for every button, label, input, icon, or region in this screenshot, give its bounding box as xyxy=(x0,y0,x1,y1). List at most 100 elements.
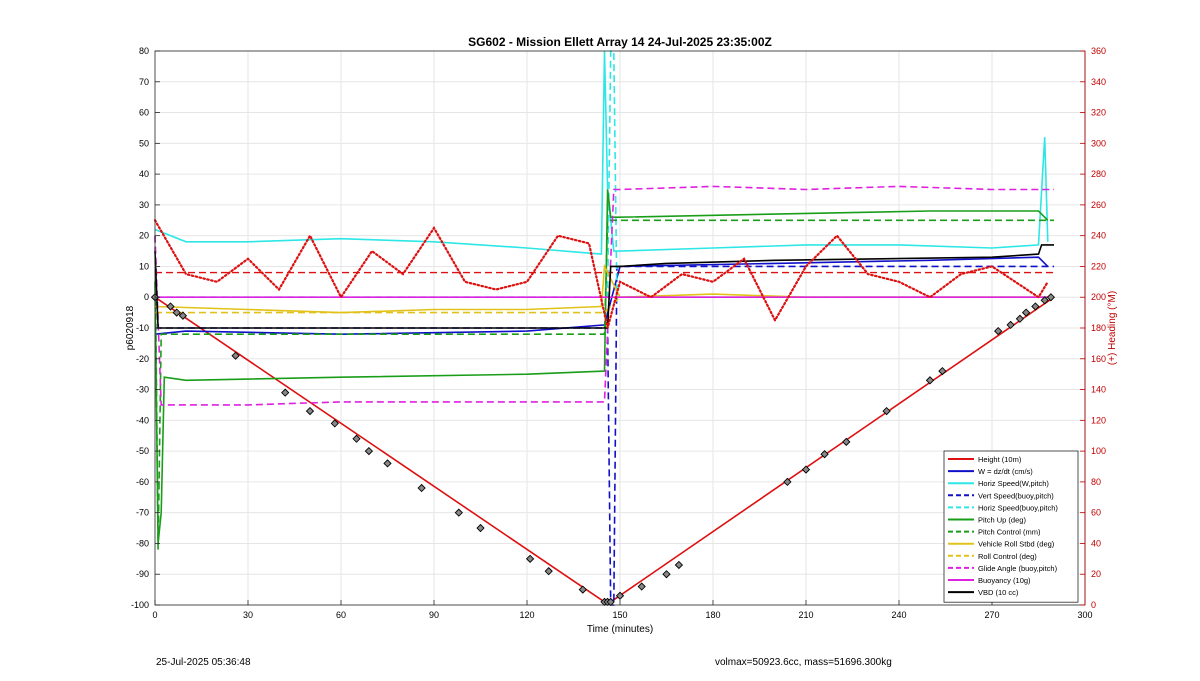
x-tick-label: 270 xyxy=(984,610,999,620)
y-tick-label-right: 300 xyxy=(1091,138,1106,148)
height-marker xyxy=(925,376,935,385)
legend-entry: VBD (10 cc) xyxy=(978,588,1019,597)
y-axis-label-left: p6020918 xyxy=(125,305,136,350)
y-tick-label-right: 220 xyxy=(1091,261,1106,271)
y-tick-label-right: 360 xyxy=(1091,46,1106,56)
x-tick-label: 0 xyxy=(152,610,157,620)
height-marker xyxy=(882,406,891,416)
y-tick-label-right: 280 xyxy=(1091,169,1106,179)
x-axis-label: Time (minutes) xyxy=(587,624,653,635)
height-marker xyxy=(1021,308,1031,317)
height-marker xyxy=(994,326,1003,336)
height-marker xyxy=(525,554,535,563)
y-tick-label-right: 240 xyxy=(1091,231,1106,241)
y-tick-label-right: 180 xyxy=(1091,323,1106,333)
y-tick-label-left: 20 xyxy=(139,231,149,241)
height-marker xyxy=(364,446,374,456)
series-line xyxy=(155,296,1054,314)
y-tick-label-left: -30 xyxy=(136,385,149,395)
height-marker xyxy=(842,437,851,447)
x-tick-label: 120 xyxy=(519,610,534,620)
height-marker xyxy=(1046,293,1056,302)
series-line xyxy=(154,189,1049,544)
height-marker xyxy=(1015,314,1025,323)
height-marker xyxy=(1040,296,1049,305)
y-tick-label-right: 320 xyxy=(1091,108,1106,118)
series-line xyxy=(154,219,1054,550)
x-tick-label: 30 xyxy=(243,610,253,620)
y-tick-label-right: 200 xyxy=(1091,292,1106,302)
legend-entry: Height (10m) xyxy=(978,455,1022,464)
footer-mass-info: volmax=50923.6cc, mass=51696.300kg xyxy=(715,657,892,668)
height-marker xyxy=(383,459,392,468)
series-line xyxy=(154,185,1054,406)
height-marker xyxy=(454,508,463,517)
y-tick-label-right: 140 xyxy=(1091,385,1106,395)
height-marker xyxy=(476,523,485,533)
height-marker xyxy=(330,419,339,428)
height-marker xyxy=(1006,320,1015,330)
height-marker xyxy=(417,483,426,493)
footer-timestamp: 25-Jul-2025 05:36:48 xyxy=(156,657,251,668)
height-marker xyxy=(637,582,646,591)
y-tick-label-left: -70 xyxy=(136,508,149,518)
height-marker xyxy=(820,450,829,459)
height-marker xyxy=(172,308,181,317)
y-tick-label-right: 260 xyxy=(1091,200,1106,210)
y-tick-label-left: -40 xyxy=(136,415,149,425)
y-tick-label-right: 60 xyxy=(1091,508,1101,518)
legend-entry: Pitch Control (mm) xyxy=(978,528,1041,537)
height-marker xyxy=(674,560,684,570)
legend: Height (10m) W = dz/dt (cm/s) Horiz Speed(… xyxy=(943,450,1079,603)
legend-entry: Horiz Speed(buoy,pitch) xyxy=(978,503,1058,512)
y-tick-label-left: 50 xyxy=(139,138,149,148)
height-marker xyxy=(231,351,240,360)
y-tick-label-left: 80 xyxy=(139,46,149,56)
legend-entry: Pitch Up (deg) xyxy=(978,516,1026,525)
y-tick-label-right: 340 xyxy=(1091,77,1106,87)
y-tick-label-right: 0 xyxy=(1091,600,1096,610)
height-marker xyxy=(606,597,615,607)
axes: 0 30 60 90 120 150 180 210 240 270 300807060504030… xyxy=(131,46,1106,620)
series-line xyxy=(154,256,1049,336)
x-tick-label: 300 xyxy=(1077,610,1092,620)
legend-entry: W = dz/dt (cm/s) xyxy=(978,467,1033,476)
height-marker xyxy=(352,434,361,443)
height-marker xyxy=(578,585,587,594)
x-tick-label: 150 xyxy=(612,610,627,620)
x-tick-label: 60 xyxy=(336,610,346,620)
y-tick-label-left: -20 xyxy=(136,354,149,364)
x-tick-label: 210 xyxy=(798,610,813,620)
y-tick-label-left: 10 xyxy=(139,261,149,271)
x-tick-label: 90 xyxy=(429,610,439,620)
y-tick-label-left: 70 xyxy=(139,77,149,87)
y-tick-label-right: 20 xyxy=(1091,569,1101,579)
height-marker xyxy=(281,388,290,397)
legend-entry: Glide Angle (buoy,pitch) xyxy=(978,564,1058,573)
height-marker xyxy=(544,567,553,576)
y-tick-label-left: 30 xyxy=(139,200,149,210)
y-tick-label-left: -60 xyxy=(136,477,149,487)
height-marker xyxy=(801,465,811,474)
legend-entry: Horiz Speed(W,pitch) xyxy=(978,479,1049,488)
y-tick-label-left: 60 xyxy=(139,108,149,118)
y-axis-label-right: (+) Heading (°M) xyxy=(1107,291,1118,365)
y-tick-label-left: 0 xyxy=(144,292,149,302)
height-marker xyxy=(783,477,792,487)
y-tick-label-left: -90 xyxy=(136,569,149,579)
height-marker xyxy=(938,366,947,376)
y-tick-label-right: 100 xyxy=(1091,446,1106,456)
legend-entry: Vehicle Roll Stbd (deg) xyxy=(978,540,1055,549)
y-tick-label-left: -50 xyxy=(136,446,149,456)
series-line xyxy=(154,244,1054,329)
y-tick-label-right: 80 xyxy=(1091,477,1101,487)
y-tick-label-left: -80 xyxy=(136,538,149,548)
height-marker xyxy=(305,406,315,416)
height-marker xyxy=(615,591,625,600)
height-marker xyxy=(166,302,175,311)
legend-entry: Roll Control (deg) xyxy=(978,552,1037,561)
height-marker xyxy=(178,311,188,320)
legend-entry: Buoyancy (10g) xyxy=(978,576,1031,585)
y-tick-label-left: -10 xyxy=(136,323,149,333)
